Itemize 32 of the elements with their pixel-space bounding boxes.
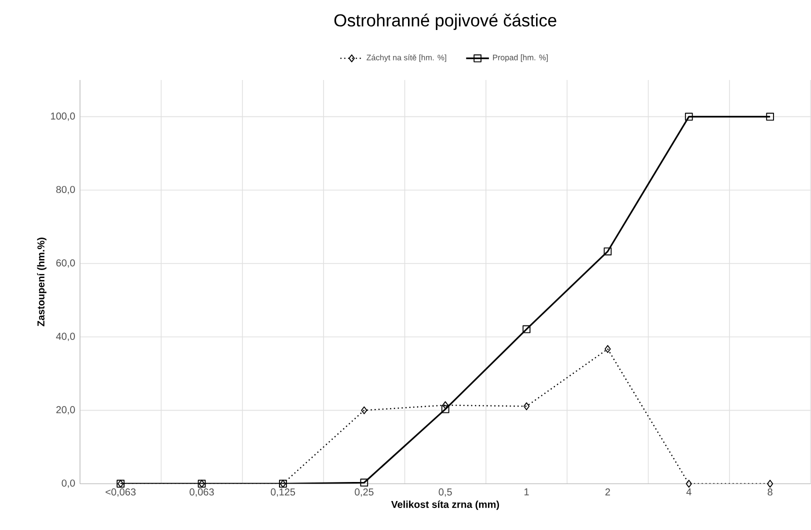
- point: [766, 112, 774, 121]
- x-tick-label: <0,063: [106, 488, 136, 497]
- y-tick-label: 40,0: [56, 332, 75, 342]
- point: [767, 480, 774, 488]
- point: [604, 345, 611, 353]
- y-tick-label: 20,0: [56, 406, 75, 414]
- x-tick-label: 0,063: [190, 488, 214, 497]
- y-axis-title: Zastoupení (hm.%): [37, 238, 46, 326]
- x-tick-label: 4: [686, 488, 692, 496]
- point: [686, 480, 692, 488]
- x-tick-label: 0,125: [270, 488, 296, 497]
- legend-label: Záchyt na sítě [hm. %]: [366, 54, 446, 62]
- point: [360, 478, 368, 487]
- chart-title: Ostrohranné pojivové částice: [334, 14, 556, 30]
- x-tick-label: 8: [768, 488, 772, 496]
- x-tick-label: 0,25: [354, 488, 374, 497]
- point: [441, 405, 450, 414]
- y-tick-label: 100,0: [51, 112, 75, 121]
- y-tick-label: 80,0: [56, 186, 75, 194]
- point: [604, 247, 612, 256]
- point: [361, 406, 368, 414]
- y-tick-label: 0,0: [62, 480, 75, 488]
- point: [442, 401, 448, 410]
- y-tick-label: 60,0: [56, 259, 75, 268]
- x-tick-label: 0,5: [438, 488, 452, 497]
- x-tick-label: 2: [605, 488, 610, 496]
- legend-label: Propad [hm. %]: [493, 54, 548, 62]
- x-axis-title: Velikost síta zrna (mm): [391, 500, 499, 510]
- point: [522, 325, 530, 334]
- point: [523, 402, 530, 410]
- x-tick-label: 1: [524, 488, 529, 496]
- point: [684, 112, 693, 121]
